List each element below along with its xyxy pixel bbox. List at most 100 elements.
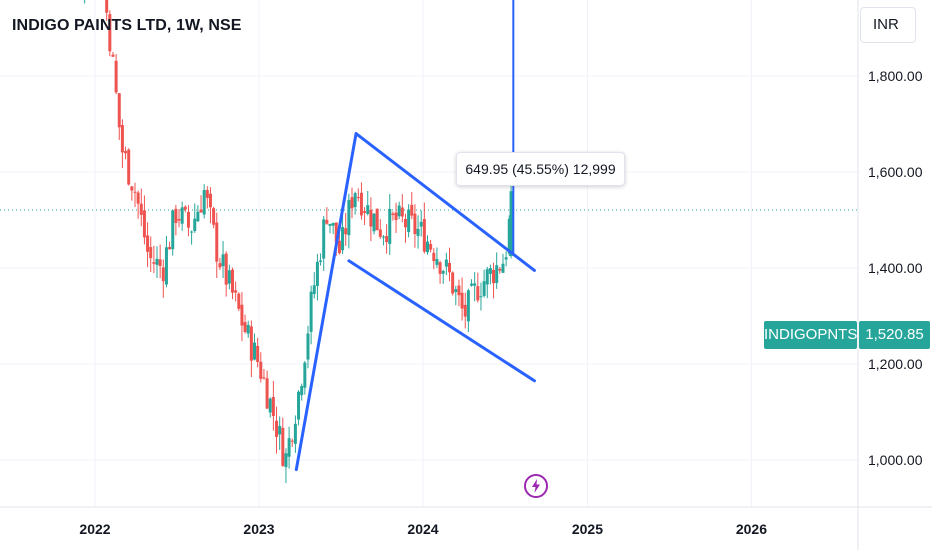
candle-body [196, 211, 200, 222]
candle-body [227, 270, 231, 284]
candle-body [105, 0, 109, 13]
candle-body [293, 423, 297, 444]
candle-body [416, 228, 420, 236]
y-tick-label: 1,400.00 [868, 260, 923, 276]
candle-body [199, 209, 203, 213]
y-tick-label: 1,000.00 [868, 452, 923, 468]
candle-body [337, 240, 341, 254]
candle-body [344, 228, 348, 235]
y-tick-label: 1,800.00 [868, 68, 923, 84]
candle-body [341, 227, 345, 251]
candle-body [460, 292, 464, 309]
candle-body [429, 244, 433, 250]
candle-body [287, 438, 291, 457]
candle-body [309, 291, 313, 332]
candle-body [331, 223, 335, 226]
candle-body [249, 326, 253, 361]
candle-body [451, 272, 455, 294]
candle-body [108, 14, 112, 52]
candle-body [501, 263, 505, 273]
candle-body [117, 93, 121, 128]
candle-body [347, 200, 351, 236]
candle-body [146, 235, 150, 252]
candle-body [224, 253, 228, 285]
candle-body [473, 283, 477, 286]
drawings[interactable] [294, 0, 536, 472]
candle-body [221, 254, 225, 267]
candle-body [186, 211, 190, 228]
candle-body [205, 190, 209, 198]
candle-body [218, 263, 222, 268]
candle-body [328, 223, 332, 226]
candle-body [413, 213, 417, 235]
x-tick-label: 2026 [736, 521, 767, 537]
candle-body [124, 151, 128, 154]
candle-body [350, 197, 354, 209]
candle-body [435, 258, 439, 265]
candle-body [306, 333, 310, 360]
candle-body [463, 304, 467, 317]
currency-button[interactable]: INR [860, 7, 916, 43]
candle-body [290, 440, 294, 442]
candles [84, 0, 513, 484]
candle-body [190, 231, 194, 233]
x-tick-label: 2024 [407, 521, 438, 537]
candle-body [476, 286, 480, 301]
candle-body [312, 285, 316, 295]
candle-body [419, 221, 423, 227]
candle-body [388, 208, 392, 244]
candle-body [366, 205, 370, 214]
candle-body [300, 386, 304, 396]
candle-body [495, 265, 499, 284]
x-tick-label: 2023 [243, 521, 274, 537]
candle-body [230, 269, 234, 293]
candle-body [208, 193, 212, 208]
candle-body [394, 212, 398, 220]
candle-body [168, 247, 172, 250]
candle-body [507, 218, 511, 254]
candle-body [278, 426, 282, 435]
candle-body [246, 324, 250, 334]
candle-body [297, 391, 301, 420]
y-tick-label: 1,200.00 [868, 356, 923, 372]
candle-body [183, 206, 187, 210]
candle-body [193, 218, 197, 232]
channel-lower-line [347, 259, 536, 383]
candle-body [466, 290, 470, 322]
candle-body [130, 186, 134, 191]
candle-body [212, 208, 216, 225]
candle-body [479, 296, 483, 298]
candle-body [422, 219, 426, 252]
candle-body [378, 229, 382, 237]
grid [0, 0, 858, 507]
candle-body [237, 293, 241, 309]
candle-body [171, 210, 175, 250]
candle-body [253, 342, 257, 360]
candle-body [202, 189, 206, 215]
candle-body [265, 378, 269, 409]
candle-body [381, 236, 385, 238]
y-tick-label: 1,600.00 [868, 164, 923, 180]
candle-body [325, 219, 329, 224]
candle-body [256, 345, 260, 363]
candle-body [133, 191, 137, 193]
candle-body [488, 268, 492, 274]
candle-body [407, 209, 411, 233]
candle-body [504, 257, 508, 260]
candle-body [356, 197, 360, 199]
candle-body [281, 427, 285, 466]
candle-body [375, 208, 379, 231]
candle-body [482, 281, 486, 296]
candle-body [509, 191, 513, 256]
candle-body [492, 269, 496, 284]
candle-body [391, 213, 395, 215]
candle-body [454, 289, 458, 293]
lightning-icon[interactable] [524, 474, 548, 498]
candle-body [485, 269, 489, 285]
candle-body [275, 420, 279, 437]
candle-body [457, 285, 461, 296]
channel-upper-line [354, 132, 536, 272]
candle-body [353, 193, 357, 208]
candle-body [372, 213, 376, 232]
